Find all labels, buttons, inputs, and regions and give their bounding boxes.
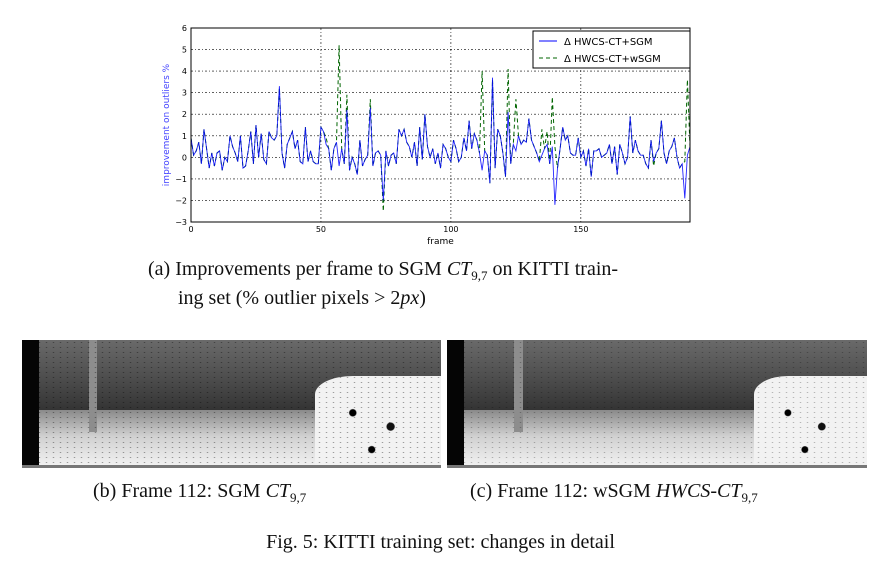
caption-a-line2-suffix: ) [419,287,426,309]
caption-a-line2: ing set (% outlier pixels > 2px) [178,287,426,310]
caption-a-sub: 9,7 [471,268,488,283]
figure-caption: Fig. 5: KITTI training set: changes in d… [266,531,615,553]
caption-c-sub: 9,7 [741,490,758,505]
caption-a-ct: CT [446,258,472,280]
caption-c-ct: HWCS-CT [655,480,742,502]
y-tick-label: −1 [175,175,187,184]
y-tick-label: −2 [175,196,187,205]
x-tick-label: 100 [443,225,458,234]
x-tick-label: 150 [573,225,588,234]
caption-c-text: (c) Frame 112: wSGM [470,480,656,502]
caption-a-line2-text: ing set (% outlier pixels > 2 [178,287,401,309]
disparity-image-wsgm [447,340,867,468]
series-line-wsgm [190,45,691,212]
plot-frame [190,27,691,223]
caption-a-text: (a) Improvements per frame to SGM [148,258,447,280]
disparity-image-sgm [22,340,441,468]
legend-label-wsgm: Δ HWCS-CT+wSGM [564,54,661,65]
y-tick-label: 1 [182,132,187,141]
y-tick-label: 2 [182,110,187,119]
y-tick-label: −3 [175,218,187,227]
caption-a-suffix: on KITTI train- [487,258,619,280]
y-axis-label: improvement on outliers % [162,63,172,186]
x-axis-label: frame [427,237,454,247]
caption-b-ct: CT [265,480,291,502]
y-tick-label: 6 [182,24,187,33]
x-tick-label: 0 [188,225,193,234]
caption-b: (b) Frame 112: SGM CT9,7 [93,480,306,506]
legend: Δ HWCS-CT+SGM Δ HWCS-CT+wSGM [532,30,691,69]
legend-box [532,30,691,69]
y-tick-label: 3 [182,89,187,98]
y-tick-label: 4 [182,67,187,76]
caption-b-text: (b) Frame 112: SGM [93,480,266,502]
series-lines [190,45,691,212]
improvement-line-chart: −3 −2 −1 0 1 2 3 4 5 6 0 50 100 150 frame improvement… [162,24,691,247]
y-tick-label: 0 [182,153,187,162]
legend-label-sgm: Δ HWCS-CT+SGM [564,37,653,48]
caption-a: (a) Improvements per frame to SGM CT9,7 … [148,258,618,284]
caption-b-sub: 9,7 [290,490,307,505]
x-tick-label: 50 [316,225,326,234]
caption-a-px: px [400,287,420,309]
caption-c: (c) Frame 112: wSGM HWCS-CT9,7 [470,480,758,506]
y-tick-label: 5 [182,46,187,55]
axis-ticks: −3 −2 −1 0 1 2 3 4 5 6 0 50 100 150 [175,24,588,234]
series-line-sgm [190,77,691,205]
